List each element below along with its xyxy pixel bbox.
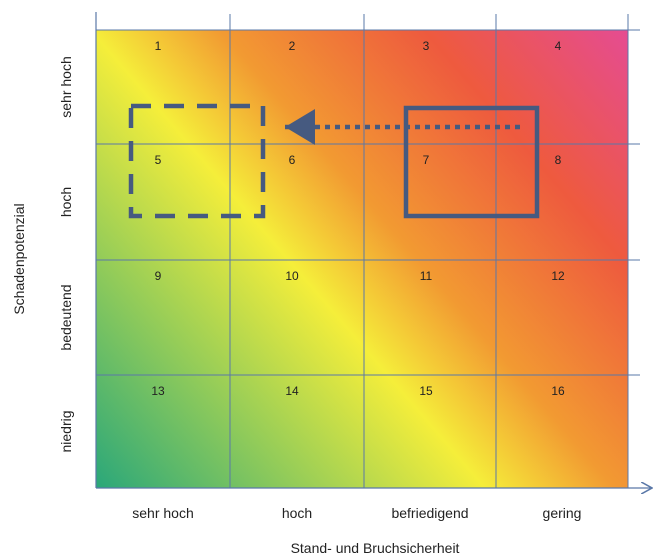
y-tick-label: sehr hoch (58, 56, 74, 117)
cell-number-4: 4 (555, 39, 562, 53)
y-tick-label: niedrig (58, 410, 74, 452)
cell-number-8: 8 (555, 153, 562, 167)
x-tick-label: sehr hoch (132, 505, 193, 521)
target-state-dashed-box (128, 103, 266, 219)
cell-number-11: 11 (420, 269, 433, 283)
cell-number-3: 3 (423, 39, 430, 53)
x-axis-ticks: sehr hoch hoch befriedigend gering (132, 505, 581, 521)
y-tick-label: hoch (58, 187, 74, 217)
current-state-solid-box (403, 105, 540, 219)
x-axis-title: Stand- und Bruchsicherheit (291, 540, 460, 556)
cell-number-6: 6 (289, 153, 296, 167)
cell-number-9: 9 (155, 269, 162, 283)
y-axis-title: Schadenpotenzial (11, 203, 27, 314)
cell-number-7: 7 (423, 153, 430, 167)
x-tick-label: gering (543, 505, 582, 521)
cell-number-10: 10 (285, 269, 299, 283)
x-tick-label: hoch (282, 505, 312, 521)
cell-number-15: 15 (419, 384, 433, 398)
cell-number-14: 14 (285, 384, 299, 398)
y-tick-label: bedeutend (58, 284, 74, 350)
y-axis-ticks: sehr hoch hoch bedeutend niedrig (58, 56, 74, 452)
x-tick-label: befriedigend (391, 505, 468, 521)
cell-number-2: 2 (289, 39, 296, 53)
cell-number-13: 13 (151, 384, 165, 398)
matrix-grid (96, 14, 640, 488)
cell-number-12: 12 (551, 269, 565, 283)
cell-number-1: 1 (155, 39, 162, 53)
cell-number-5: 5 (155, 153, 162, 167)
risk-gradient-field (96, 30, 628, 488)
cell-number-16: 16 (551, 384, 565, 398)
